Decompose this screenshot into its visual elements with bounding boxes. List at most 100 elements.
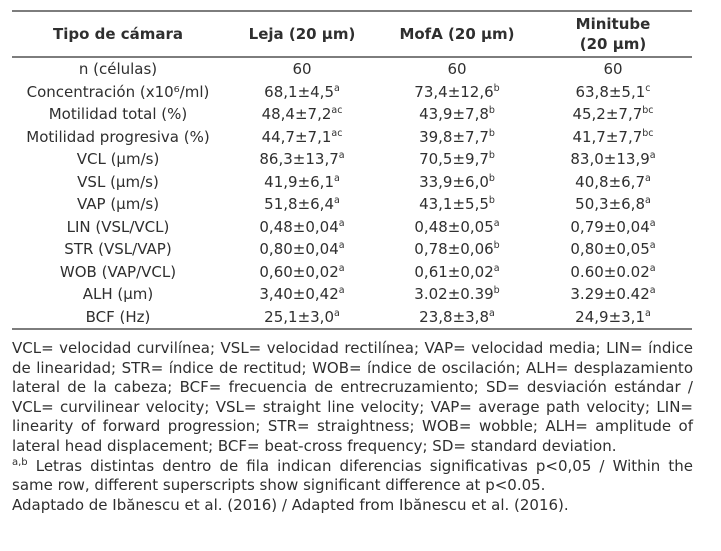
significance-letter: b: [488, 127, 495, 139]
row-label: ALH (µm): [82, 285, 154, 304]
footnotes: VCL= velocidad curvilínea; VSL= velocida…: [12, 339, 693, 515]
value-cell: 43,1±5,5b: [419, 195, 495, 213]
value-cell: 0,79±0,04a: [570, 217, 656, 236]
value-cell: 60: [603, 60, 623, 78]
value-cell: 63,8±5,1c: [575, 82, 651, 101]
abbreviations-note: VCL= velocidad curvilínea; VSL= velocida…: [12, 339, 693, 455]
value-cell: 0,48±0,04a: [259, 217, 345, 236]
value-cell: 24,9±3,1a: [575, 307, 651, 326]
value-cell: 0,48±0,05a: [414, 217, 500, 236]
significance-letter: a: [334, 172, 340, 184]
value-cell: 86,3±13,7a: [259, 150, 345, 168]
significance-letter: a: [338, 285, 345, 296]
significance-letter: a: [649, 262, 656, 274]
header-minitube: Minitube (20 µm): [534, 11, 692, 57]
significance-letter: a: [493, 217, 500, 229]
significance-letter: b: [488, 150, 495, 161]
significance-text: Letras distintas dentro de fila indican …: [12, 456, 693, 495]
row-label: VSL (µm/s): [77, 172, 159, 191]
value-cell: 23,8±3,8a: [419, 307, 495, 326]
row-label: Concentración (x10⁶/ml): [26, 82, 210, 101]
value-cell: 44,7±7,1ac: [261, 127, 343, 146]
value-cell: 0.60±0.02a: [570, 262, 656, 281]
significance-note: a,b Letras distintas dentro de fila indi…: [12, 457, 693, 496]
significance-letter: bc: [642, 127, 654, 139]
table-row: VSL (µm/s) 41,9±6,1a 33,9±6,0b 40,8±6,7a: [12, 171, 692, 194]
significance-letter: c: [645, 82, 651, 94]
table-row: BCF (Hz) 25,1±3,0a 23,8±3,8a 24,9±3,1a: [12, 306, 692, 330]
significance-letter: a: [649, 217, 656, 229]
significance-letter: a: [338, 240, 345, 251]
value-cell: 3,40±0,42a: [259, 285, 345, 303]
significance-letter: ac: [331, 127, 343, 139]
source-note: Adaptado de Ibănescu et al. (2016) / Ada…: [12, 495, 569, 514]
row-label: BCF (Hz): [85, 307, 151, 326]
header-label: MofA (20 µm): [399, 25, 515, 43]
value-cell: 60: [447, 60, 467, 78]
table-row: Motilidad progresiva (%) 44,7±7,1ac 39,8±7…: [12, 126, 692, 149]
value-cell: 3.02±0.39b: [414, 285, 500, 303]
header-tipo-de-camara: Tipo de cámara: [12, 11, 224, 57]
significance-letter: b: [488, 172, 495, 184]
significance-letter: a: [645, 172, 651, 184]
significance-letter: a: [338, 262, 345, 274]
row-label: Motilidad total (%): [48, 105, 188, 124]
value-cell: 68,1±4,5a: [264, 82, 340, 101]
significance-letter: a: [649, 150, 656, 161]
row-label: LIN (VSL/VCL): [66, 217, 170, 236]
significance-superscript: a,b: [12, 456, 28, 468]
significance-letter: a: [645, 307, 651, 319]
row-label: VCL (µm/s): [76, 150, 160, 169]
table-row: STR (VSL/VAP) 0,80±0,04a 0,78±0,06b 0,80±0,…: [12, 238, 692, 261]
header-leja: Leja (20 µm): [224, 11, 380, 57]
significance-letter: a: [645, 195, 651, 206]
value-cell: 73,4±12,6b: [414, 82, 500, 101]
significance-letter: b: [488, 195, 495, 206]
header-mofa: MofA (20 µm): [380, 11, 534, 57]
value-cell: 0,61±0,02a: [414, 262, 500, 281]
document-page: Tipo de cámara Leja (20 µm) MofA (20 µm)…: [12, 10, 693, 515]
value-cell: 39,8±7,7b: [419, 127, 495, 146]
value-cell: 3.29±0.42a: [570, 285, 656, 303]
row-label: VAP (µm/s): [76, 195, 160, 214]
table-row: Concentración (x10⁶/ml) 68,1±4,5a 73,4±12,…: [12, 81, 692, 104]
value-cell: 41,7±7,7bc: [572, 127, 654, 146]
significance-letter: b: [488, 105, 495, 116]
value-cell: 83,0±13,9a: [570, 150, 656, 168]
significance-letter: bc: [642, 105, 654, 116]
camera-comparison-table: Tipo de cámara Leja (20 µm) MofA (20 µm)…: [12, 10, 692, 330]
value-cell: 25,1±3,0a: [264, 307, 340, 326]
value-cell: 33,9±6,0b: [419, 172, 495, 191]
value-cell: 43,9±7,8b: [419, 105, 495, 123]
value-cell: 41,9±6,1a: [264, 172, 340, 191]
significance-letter: a: [334, 82, 340, 94]
value-cell: 0,80±0,04a: [259, 240, 345, 258]
table-row: ALH (µm) 3,40±0,42a 3.02±0.39b 3.29±0.42a: [12, 283, 692, 306]
row-label: WOB (VAP/VCL): [59, 262, 177, 281]
value-cell: 48,4±7,2ac: [261, 105, 343, 123]
significance-letter: a: [334, 307, 340, 319]
significance-letter: a: [649, 285, 656, 296]
significance-letter: a: [489, 307, 495, 319]
value-cell: 45,2±7,7bc: [572, 105, 654, 123]
header-label: Leja (20 µm): [248, 25, 356, 43]
significance-letter: a: [649, 240, 656, 251]
table-row: VAP (µm/s) 51,8±6,4a 43,1±5,5b 50,3±6,8a: [12, 193, 692, 216]
value-cell: 50,3±6,8a: [575, 195, 651, 213]
value-cell: 0,78±0,06b: [414, 240, 500, 258]
table-row: WOB (VAP/VCL) 0,60±0,02a 0,61±0,02a 0.60±0.…: [12, 261, 692, 284]
table-row: VCL (µm/s) 86,3±13,7a 70,5±9,7b 83,0±13,9a: [12, 148, 692, 171]
significance-letter: a: [493, 262, 500, 274]
significance-letter: a: [338, 150, 345, 161]
table-header: Tipo de cámara Leja (20 µm) MofA (20 µm)…: [12, 11, 692, 57]
row-label: n (células): [78, 60, 158, 79]
row-label: STR (VSL/VAP): [64, 240, 172, 259]
value-cell: 40,8±6,7a: [575, 172, 651, 191]
row-label: Motilidad progresiva (%): [26, 127, 210, 146]
value-cell: 0,60±0,02a: [259, 262, 345, 281]
header-label: Minitube (20 µm): [575, 15, 651, 53]
significance-letter: b: [493, 240, 500, 251]
significance-letter: ac: [331, 105, 343, 116]
significance-letter: b: [493, 285, 500, 296]
significance-letter: a: [338, 217, 345, 229]
